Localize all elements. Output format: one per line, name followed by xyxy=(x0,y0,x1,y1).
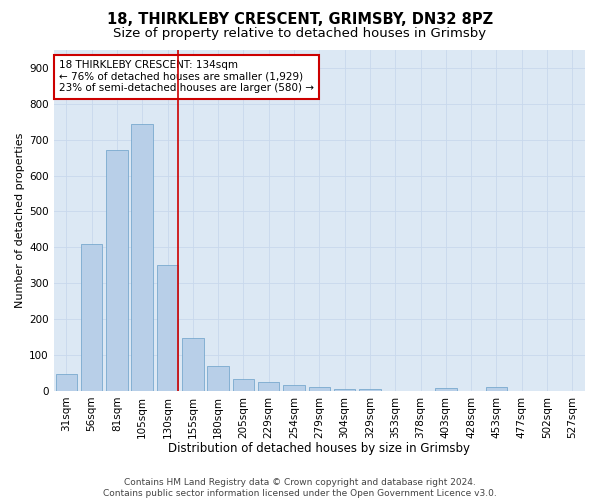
Bar xyxy=(131,124,153,391)
Bar xyxy=(182,338,203,391)
X-axis label: Distribution of detached houses by size in Grimsby: Distribution of detached houses by size … xyxy=(169,442,470,455)
Bar xyxy=(81,244,103,391)
Text: Contains HM Land Registry data © Crown copyright and database right 2024.
Contai: Contains HM Land Registry data © Crown c… xyxy=(103,478,497,498)
Bar xyxy=(359,389,380,391)
Y-axis label: Number of detached properties: Number of detached properties xyxy=(15,132,25,308)
Text: Size of property relative to detached houses in Grimsby: Size of property relative to detached ho… xyxy=(113,28,487,40)
Bar xyxy=(485,388,507,391)
Bar xyxy=(334,389,355,391)
Bar xyxy=(233,379,254,391)
Bar xyxy=(308,388,330,391)
Text: 18 THIRKLEBY CRESCENT: 134sqm
← 76% of detached houses are smaller (1,929)
23% o: 18 THIRKLEBY CRESCENT: 134sqm ← 76% of d… xyxy=(59,60,314,94)
Bar xyxy=(208,366,229,391)
Bar xyxy=(56,374,77,391)
Bar xyxy=(258,382,280,391)
Bar xyxy=(106,150,128,391)
Bar xyxy=(435,388,457,391)
Bar xyxy=(157,264,178,391)
Text: 18, THIRKLEBY CRESCENT, GRIMSBY, DN32 8PZ: 18, THIRKLEBY CRESCENT, GRIMSBY, DN32 8P… xyxy=(107,12,493,28)
Bar xyxy=(283,384,305,391)
